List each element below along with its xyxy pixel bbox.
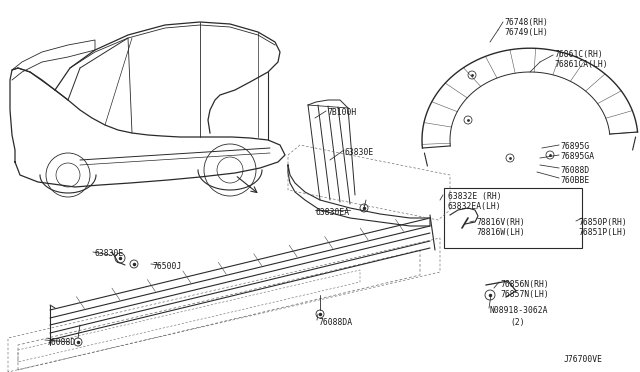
Text: 76748(RH): 76748(RH) (504, 18, 548, 27)
Text: 76088D: 76088D (46, 338, 76, 347)
Text: 76500J: 76500J (152, 262, 181, 271)
Text: 76895GA: 76895GA (560, 152, 594, 161)
Text: 63830E: 63830E (345, 148, 374, 157)
Text: N08918-3062A: N08918-3062A (490, 306, 548, 315)
Text: 63830EA: 63830EA (316, 208, 350, 217)
Text: 76861C(RH): 76861C(RH) (554, 50, 603, 59)
Text: 76851P(LH): 76851P(LH) (578, 228, 627, 237)
Text: 76088D: 76088D (560, 166, 589, 175)
Text: 760BBE: 760BBE (560, 176, 589, 185)
Bar (444, 188, 582, 248)
Text: 76088DA: 76088DA (318, 318, 352, 327)
Text: 76749(LH): 76749(LH) (504, 28, 548, 37)
Text: 76857N(LH): 76857N(LH) (500, 290, 548, 299)
Text: J76700VE: J76700VE (564, 355, 603, 364)
Text: 76861CA(LH): 76861CA(LH) (554, 60, 607, 69)
Text: 63830E: 63830E (94, 249, 124, 258)
Text: (2): (2) (510, 318, 525, 327)
Text: 7B100H: 7B100H (327, 108, 356, 117)
Text: 76856N(RH): 76856N(RH) (500, 280, 548, 289)
Text: 63832E (RH): 63832E (RH) (448, 192, 502, 201)
Text: 76895G: 76895G (560, 142, 589, 151)
Text: 78816V(RH): 78816V(RH) (476, 218, 525, 227)
Text: 63832EA(LH): 63832EA(LH) (448, 202, 502, 211)
Text: 76850P(RH): 76850P(RH) (578, 218, 627, 227)
Text: 78816W(LH): 78816W(LH) (476, 228, 525, 237)
